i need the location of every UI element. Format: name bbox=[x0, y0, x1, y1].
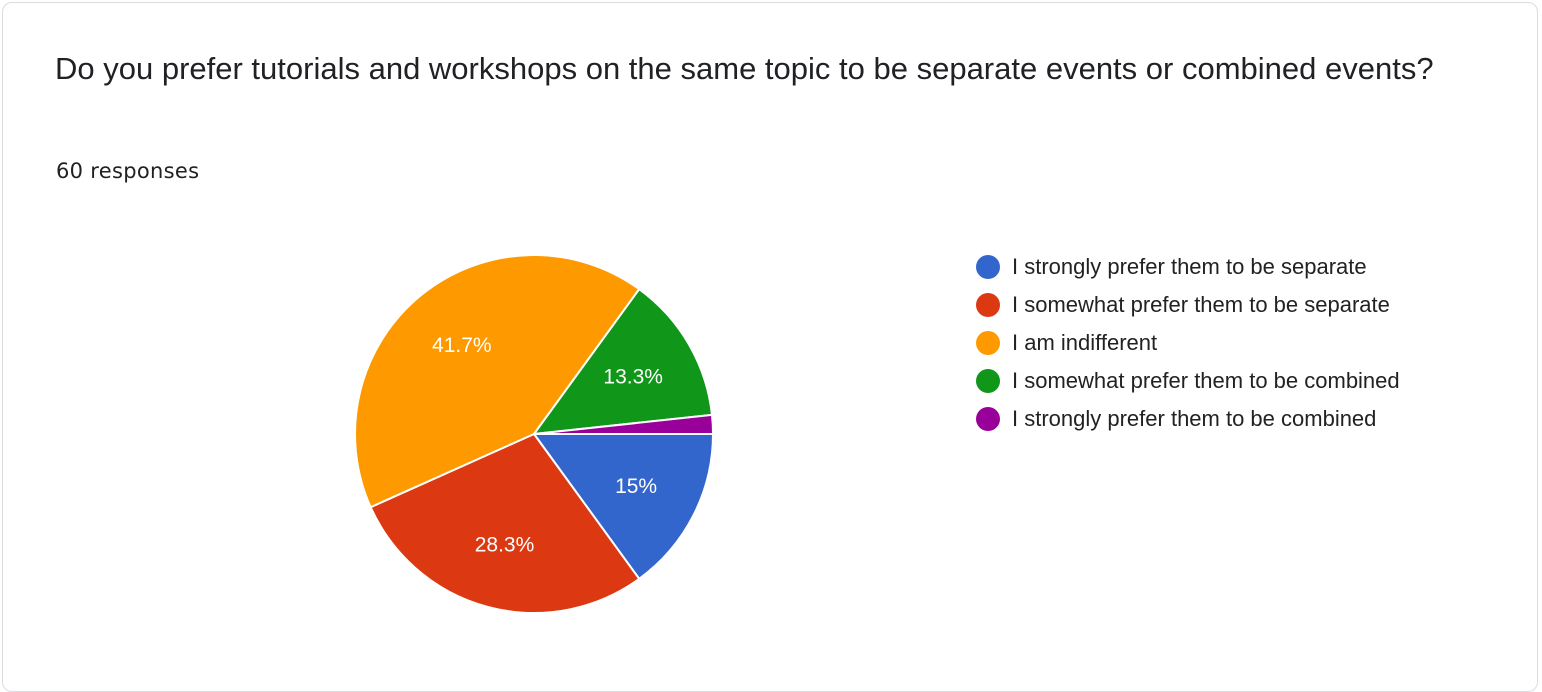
chart-legend: I strongly prefer them to be separate I s… bbox=[976, 248, 1400, 438]
legend-label-1: I strongly prefer them to be separate bbox=[1012, 254, 1367, 279]
legend-item-5[interactable]: I strongly prefer them to be combined bbox=[976, 400, 1400, 438]
response-count: 60 responses bbox=[56, 159, 200, 183]
pie-slice-5[interactable] bbox=[533, 413, 714, 435]
legend-item-2[interactable]: I somewhat prefer them to be separate bbox=[976, 286, 1400, 324]
slice-label-1: 15% bbox=[615, 475, 657, 498]
slice-label-4: 13.3% bbox=[603, 366, 663, 389]
legend-swatch-5 bbox=[976, 407, 1000, 431]
legend-swatch-3 bbox=[976, 331, 1000, 355]
pie-slice-1[interactable] bbox=[533, 433, 714, 580]
legend-label-4: I somewhat prefer them to be combined bbox=[1012, 368, 1400, 393]
legend-label-3: I am indifferent bbox=[1012, 330, 1158, 355]
legend-swatch-4 bbox=[976, 369, 1000, 393]
legend-label-5: I strongly prefer them to be combined bbox=[1012, 406, 1377, 431]
legend-item-3[interactable]: I am indifferent bbox=[976, 324, 1400, 362]
slice-label-2: 28.3% bbox=[475, 534, 535, 557]
legend-item-1[interactable]: I strongly prefer them to be separate bbox=[976, 248, 1400, 286]
pie-slice-4[interactable] bbox=[533, 288, 713, 435]
legend-swatch-1 bbox=[976, 255, 1000, 279]
pie-slice-3[interactable] bbox=[354, 254, 641, 509]
pie-slice-2[interactable] bbox=[369, 433, 641, 614]
question-title: Do you prefer tutorials and workshops on… bbox=[55, 51, 1434, 86]
slice-label-3: 41.7% bbox=[432, 334, 492, 357]
legend-swatch-2 bbox=[976, 293, 1000, 317]
legend-item-4[interactable]: I somewhat prefer them to be combined bbox=[976, 362, 1400, 400]
legend-label-2: I somewhat prefer them to be separate bbox=[1012, 292, 1390, 317]
